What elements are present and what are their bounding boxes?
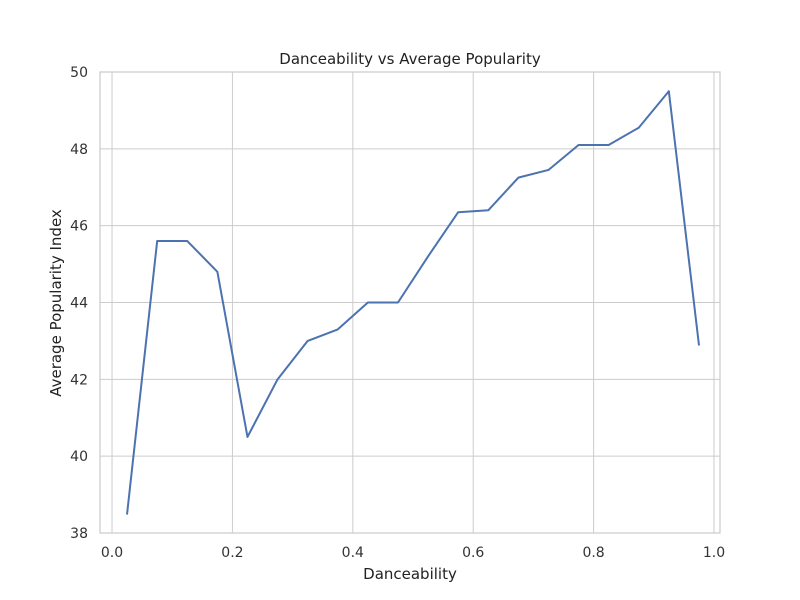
y-tick-label: 44 xyxy=(70,296,88,312)
y-tick-label: 40 xyxy=(70,449,88,465)
y-tick-label: 50 xyxy=(70,65,88,81)
x-tick-label: 0.0 xyxy=(101,545,123,561)
y-tick-label: 48 xyxy=(70,142,88,158)
y-tick-label: 42 xyxy=(70,372,88,388)
grid xyxy=(100,71,720,534)
y-axis-label: Average Popularity Index xyxy=(47,209,65,397)
series-layer xyxy=(126,90,700,515)
y-tick-labels: 38 40 42 44 46 48 50 xyxy=(70,65,88,542)
series-line xyxy=(126,90,700,515)
x-tick-label: 1.0 xyxy=(703,545,725,561)
x-tick-label: 0.6 xyxy=(462,545,484,561)
chart-title: Danceability vs Average Popularity xyxy=(279,50,541,68)
x-axis-label: Danceability xyxy=(363,565,457,583)
x-tick-label: 0.8 xyxy=(582,545,604,561)
y-tick-label: 46 xyxy=(70,219,88,235)
plot-area-frame xyxy=(99,71,721,534)
x-tick-labels: 0.0 0.2 0.4 0.6 0.8 1.0 xyxy=(101,545,725,561)
x-tick-label: 0.2 xyxy=(221,545,243,561)
y-tick-label: 38 xyxy=(70,526,88,542)
x-tick-label: 0.4 xyxy=(342,545,364,561)
